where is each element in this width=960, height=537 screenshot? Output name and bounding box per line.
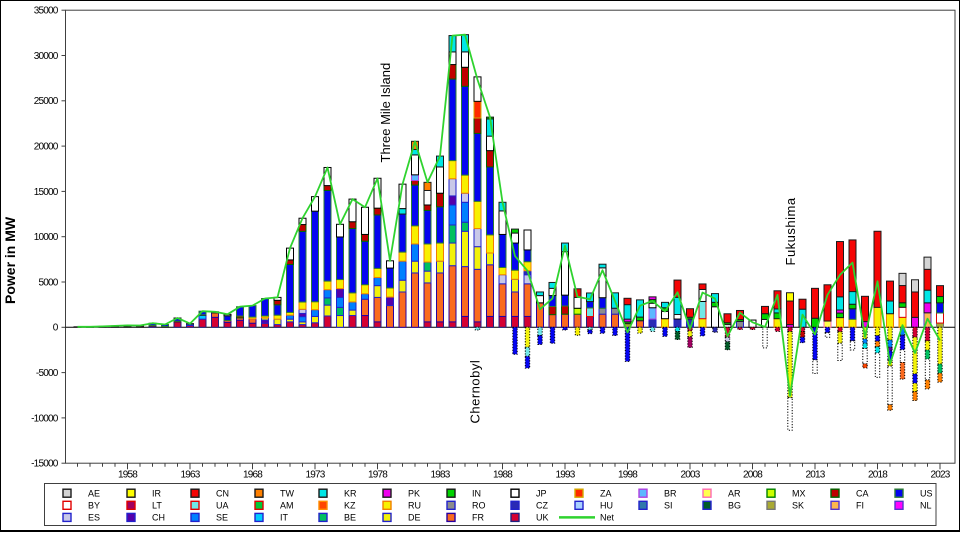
svg-text:5000: 5000 (38, 277, 58, 288)
svg-text:35000: 35000 (34, 6, 59, 17)
svg-text:RO: RO (472, 501, 486, 511)
svg-text:2013: 2013 (805, 469, 825, 480)
svg-text:SE: SE (216, 513, 228, 523)
svg-text:Fukushima: Fukushima (783, 197, 798, 265)
svg-text:Chernobyl: Chernobyl (468, 360, 483, 424)
svg-text:RU: RU (408, 501, 421, 511)
svg-text:JP: JP (536, 488, 547, 498)
svg-text:IR: IR (152, 488, 162, 498)
svg-text:2018: 2018 (868, 469, 888, 480)
svg-text:PK: PK (408, 488, 420, 498)
svg-text:SI: SI (664, 501, 673, 511)
svg-text:DE: DE (408, 513, 421, 523)
svg-text:CZ: CZ (536, 501, 548, 511)
svg-text:BR: BR (664, 488, 677, 498)
svg-text:2003: 2003 (680, 469, 700, 480)
svg-text:LT: LT (152, 501, 162, 511)
svg-text:CN: CN (216, 488, 229, 498)
svg-text:Net: Net (600, 513, 615, 523)
svg-text:Three Mile Island: Three Mile Island (378, 63, 393, 163)
svg-text:UK: UK (536, 513, 549, 523)
svg-text:KZ: KZ (344, 501, 356, 511)
svg-text:BG: BG (728, 501, 741, 511)
svg-text:1973: 1973 (305, 469, 325, 480)
svg-text:MX: MX (792, 488, 806, 498)
svg-text:ES: ES (88, 513, 100, 523)
svg-text:CA: CA (856, 488, 869, 498)
svg-text:10000: 10000 (34, 232, 59, 243)
svg-text:-5000: -5000 (36, 368, 59, 379)
svg-text:1998: 1998 (618, 469, 638, 480)
svg-text:1983: 1983 (430, 469, 450, 480)
svg-text:-15000: -15000 (31, 459, 59, 470)
svg-text:TW: TW (280, 488, 294, 498)
svg-text:2023: 2023 (930, 469, 950, 480)
svg-text:25000: 25000 (34, 96, 59, 107)
svg-text:BE: BE (344, 513, 356, 523)
svg-text:30000: 30000 (34, 51, 59, 62)
svg-text:Power in MW: Power in MW (2, 216, 18, 304)
svg-text:BY: BY (88, 501, 100, 511)
svg-text:CH: CH (152, 513, 165, 523)
svg-text:UA: UA (216, 501, 229, 511)
svg-text:FI: FI (856, 501, 864, 511)
svg-text:1988: 1988 (493, 469, 513, 480)
svg-text:-10000: -10000 (31, 413, 59, 424)
svg-text:AR: AR (728, 488, 741, 498)
svg-text:NL: NL (920, 501, 932, 511)
svg-text:KR: KR (344, 488, 357, 498)
svg-text:SK: SK (792, 501, 804, 511)
svg-text:15000: 15000 (34, 187, 59, 198)
svg-text:HU: HU (600, 501, 613, 511)
svg-text:1993: 1993 (555, 469, 575, 480)
svg-text:20000: 20000 (34, 142, 59, 153)
svg-text:1968: 1968 (243, 469, 263, 480)
svg-text:IT: IT (280, 513, 289, 523)
svg-text:AM: AM (280, 501, 294, 511)
svg-text:FR: FR (472, 513, 484, 523)
svg-text:1963: 1963 (180, 469, 200, 480)
svg-text:AE: AE (88, 488, 100, 498)
svg-text:1958: 1958 (118, 469, 138, 480)
svg-text:IN: IN (472, 488, 481, 498)
svg-text:US: US (920, 488, 933, 498)
svg-text:ZA: ZA (600, 488, 612, 498)
svg-text:2008: 2008 (743, 469, 763, 480)
svg-text:1978: 1978 (368, 469, 388, 480)
